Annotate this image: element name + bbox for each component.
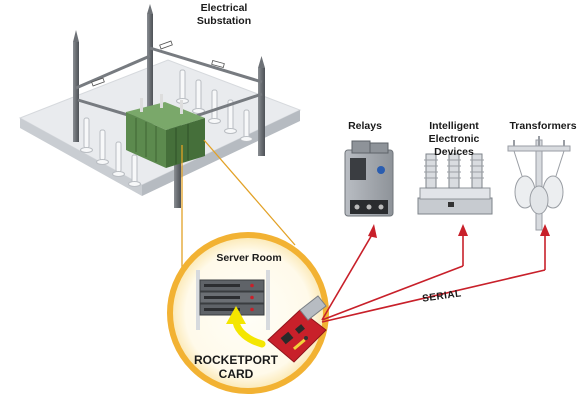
ied-label: Intelligent Electronic Devices (428, 120, 480, 158)
transformers-label: Transformers (509, 120, 577, 132)
transformer-pole-device (507, 136, 571, 231)
zoom-lines (181, 139, 296, 268)
ied-device (417, 153, 493, 215)
substation-insulators (80, 69, 253, 187)
substation-label: Electrical Substation (196, 2, 252, 27)
install-arrow (226, 306, 266, 348)
substation-poles (73, 4, 265, 208)
substation-transformer (126, 94, 205, 168)
rocketport-card-label: ROCKETPORT CARD (194, 353, 278, 381)
relays-label: Relays (348, 120, 382, 132)
rocketport-card (267, 295, 327, 363)
serial-lines (321, 232, 546, 323)
server-rack (196, 270, 270, 330)
relay-device (344, 140, 394, 217)
serial-arrowheads (368, 224, 550, 238)
server-room-label: Server Room (216, 252, 282, 264)
